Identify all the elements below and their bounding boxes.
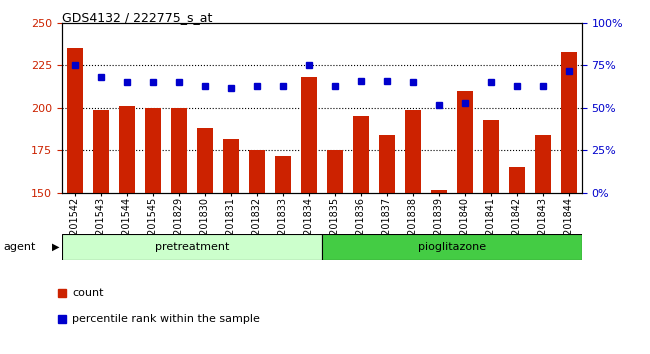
Bar [322, 234, 582, 260]
Bar [431, 189, 447, 193]
Text: percentile rank within the sample: percentile rank within the sample [72, 314, 260, 325]
Bar [275, 155, 291, 193]
Bar [93, 110, 109, 193]
Bar [457, 91, 473, 193]
Bar [509, 167, 525, 193]
Bar [197, 129, 213, 193]
Bar [119, 106, 135, 193]
Bar [223, 138, 239, 193]
Text: GDS4132 / 222775_s_at: GDS4132 / 222775_s_at [62, 11, 212, 24]
Bar [249, 150, 265, 193]
Bar [405, 110, 421, 193]
Bar [561, 52, 577, 193]
Text: pioglitazone: pioglitazone [418, 242, 486, 252]
Bar [67, 48, 83, 193]
Bar [483, 120, 499, 193]
Bar [145, 108, 161, 193]
Text: pretreatment: pretreatment [155, 242, 229, 252]
Bar [327, 150, 343, 193]
Bar [62, 234, 322, 260]
Bar [353, 116, 369, 193]
Text: agent: agent [3, 242, 36, 252]
Bar [379, 135, 395, 193]
Text: ▶: ▶ [52, 242, 60, 252]
Bar [301, 78, 317, 193]
Text: count: count [72, 288, 103, 298]
Bar [171, 108, 187, 193]
Bar [535, 135, 551, 193]
